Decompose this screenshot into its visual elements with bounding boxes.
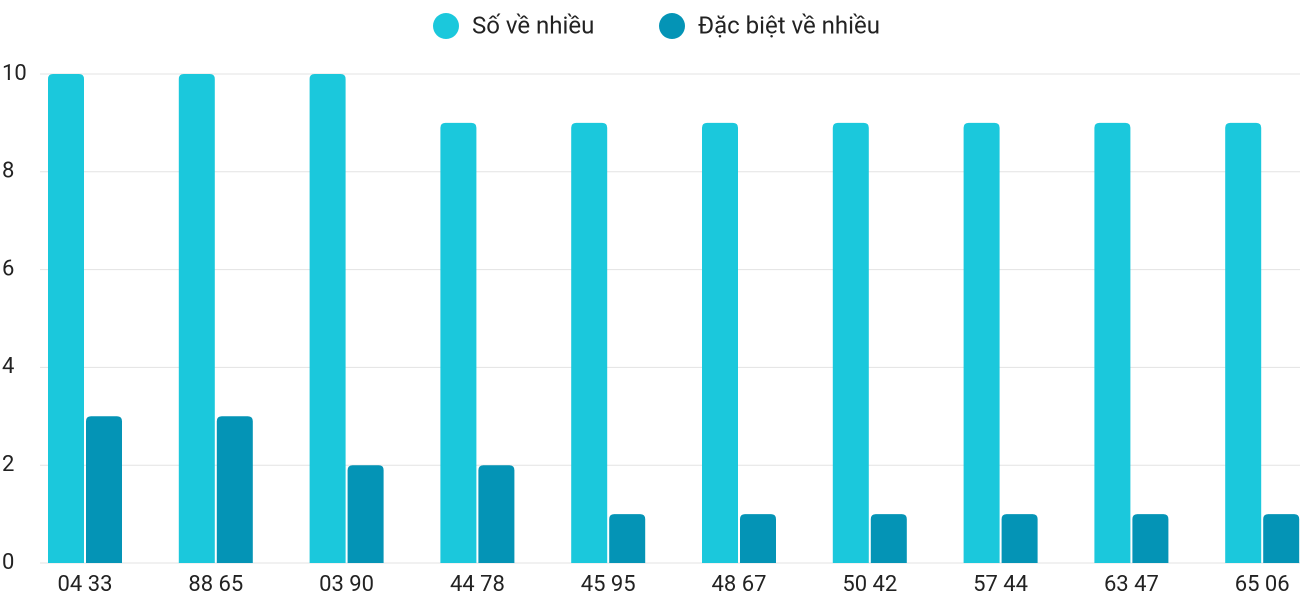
bar bbox=[1094, 122, 1131, 564]
legend-label: Số về nhiều bbox=[472, 11, 594, 39]
bar bbox=[178, 74, 215, 563]
bar bbox=[1132, 514, 1169, 563]
bar bbox=[1225, 122, 1262, 564]
bar bbox=[740, 514, 776, 563]
y-tick-label: 4 bbox=[2, 354, 14, 379]
x-tick-label: 44 78 bbox=[450, 572, 505, 597]
bar bbox=[1001, 514, 1038, 563]
legend-label: Đặc biệt về nhiều bbox=[698, 11, 880, 39]
x-tick-label: 03 90 bbox=[319, 572, 374, 597]
bar bbox=[832, 122, 869, 564]
y-tick-label: 10 bbox=[2, 61, 27, 86]
x-tick-label: 48 67 bbox=[712, 572, 767, 597]
x-tick-label: 50 42 bbox=[842, 572, 897, 597]
bar bbox=[609, 514, 646, 563]
bar bbox=[1263, 514, 1300, 563]
y-tick-label: 2 bbox=[2, 452, 14, 477]
legend-swatch bbox=[659, 13, 685, 39]
bar bbox=[702, 122, 738, 564]
bar bbox=[309, 74, 346, 563]
bar bbox=[870, 514, 907, 563]
bar bbox=[216, 416, 253, 563]
bar bbox=[48, 74, 84, 563]
y-tick-label: 8 bbox=[2, 159, 14, 184]
legend-swatch bbox=[433, 13, 459, 39]
bar bbox=[86, 416, 122, 563]
x-tick-label: 45 95 bbox=[581, 572, 636, 597]
y-tick-label: 0 bbox=[2, 550, 14, 575]
bar bbox=[571, 122, 608, 564]
x-tick-label: 57 44 bbox=[973, 572, 1028, 597]
y-tick-label: 6 bbox=[2, 256, 14, 281]
x-tick-label: 04 33 bbox=[58, 572, 113, 597]
bar bbox=[347, 465, 384, 563]
x-tick-label: 63 47 bbox=[1104, 572, 1159, 597]
bar bbox=[478, 465, 515, 563]
bar bbox=[963, 122, 1000, 564]
bar bbox=[440, 122, 477, 564]
x-tick-label: 65 06 bbox=[1235, 572, 1290, 597]
x-tick-label: 88 65 bbox=[188, 572, 243, 597]
